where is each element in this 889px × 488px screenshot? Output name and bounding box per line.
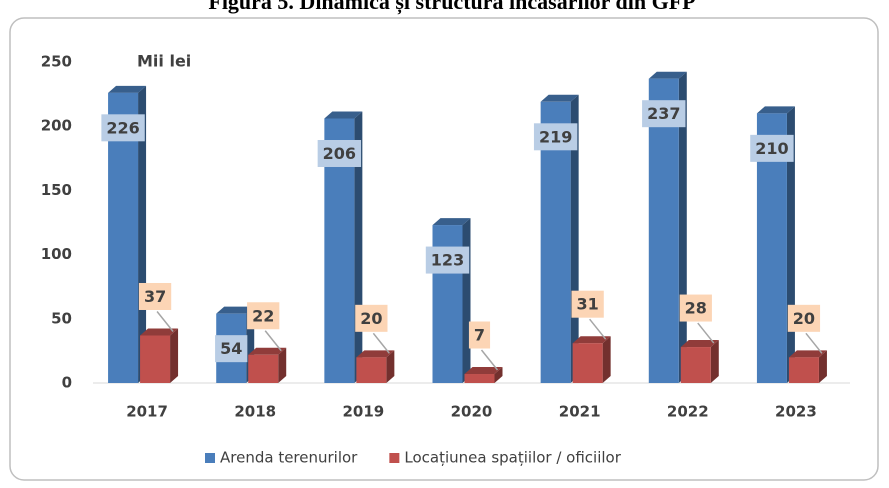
leader-line bbox=[156, 311, 174, 332]
leader-line bbox=[264, 330, 282, 352]
x-tick-label: 2017 bbox=[126, 403, 168, 421]
bar-top bbox=[648, 71, 687, 79]
legend-swatch bbox=[205, 453, 215, 463]
data-label-box bbox=[642, 100, 686, 128]
data-label-box bbox=[138, 282, 172, 310]
data-label-box bbox=[425, 246, 470, 274]
bar-side bbox=[386, 350, 395, 383]
leader-line bbox=[805, 332, 823, 354]
data-label-box bbox=[571, 290, 604, 318]
data-label: 54 bbox=[220, 339, 242, 358]
data-label-box bbox=[468, 321, 491, 349]
y-tick-label: 250 bbox=[41, 53, 72, 71]
y-tick-label: 0 bbox=[62, 374, 72, 392]
leader-line bbox=[480, 349, 499, 371]
x-tick-label: 2020 bbox=[451, 403, 493, 421]
y-tick-label: 50 bbox=[51, 309, 72, 327]
x-tick-label: 2018 bbox=[234, 403, 276, 421]
x-tick-label: 2022 bbox=[667, 403, 709, 421]
leader-line bbox=[589, 318, 607, 340]
y-tick-label: 150 bbox=[41, 181, 72, 199]
data-label-box bbox=[750, 134, 794, 162]
data-label: 22 bbox=[252, 306, 274, 325]
data-label-box bbox=[215, 335, 248, 363]
legend-swatch bbox=[389, 453, 400, 463]
bar-side bbox=[170, 328, 179, 383]
bar-top bbox=[432, 218, 471, 226]
bar bbox=[356, 357, 387, 383]
bar-top bbox=[756, 106, 795, 114]
y-unit: Mii lei bbox=[137, 52, 191, 71]
data-label: 237 bbox=[647, 104, 680, 123]
bar-side bbox=[602, 336, 611, 383]
bar-top bbox=[356, 350, 395, 358]
data-label-box bbox=[679, 294, 712, 322]
bar-top bbox=[140, 328, 179, 336]
y-tick-label: 200 bbox=[41, 117, 72, 135]
bar-top bbox=[572, 336, 611, 344]
data-label-box bbox=[317, 139, 362, 167]
bar-top bbox=[788, 350, 827, 358]
data-label: 7 bbox=[474, 326, 485, 345]
bar bbox=[648, 78, 679, 383]
data-label-box bbox=[787, 304, 821, 332]
legend-label: Arenda terenurilor bbox=[220, 449, 358, 467]
bar bbox=[140, 335, 171, 383]
bar bbox=[248, 354, 279, 383]
bar-top bbox=[680, 340, 719, 348]
bar bbox=[788, 357, 819, 383]
bar-top bbox=[248, 347, 287, 355]
bar-top bbox=[540, 94, 579, 102]
data-label: 37 bbox=[144, 287, 166, 306]
legend-label: Locațiunea spațiilor / oficiilor bbox=[404, 449, 621, 467]
chart-title: Figura 5. Dinamica și structura încasări… bbox=[208, 0, 695, 15]
data-label: 28 bbox=[685, 299, 707, 318]
data-label-box bbox=[101, 114, 145, 142]
data-label: 31 bbox=[577, 295, 599, 314]
bar-top bbox=[464, 367, 503, 375]
data-label: 20 bbox=[793, 309, 815, 328]
x-tick-label: 2021 bbox=[559, 403, 601, 421]
bar-side bbox=[710, 340, 719, 383]
data-label: 20 bbox=[360, 309, 382, 328]
data-label-box bbox=[533, 123, 578, 151]
bar-top bbox=[108, 85, 147, 93]
bar bbox=[464, 374, 495, 383]
data-label-box bbox=[247, 302, 280, 330]
data-label: 206 bbox=[323, 144, 356, 163]
data-label-box bbox=[355, 304, 388, 332]
bar bbox=[680, 347, 711, 383]
bar-side bbox=[462, 218, 471, 383]
leader-line bbox=[372, 332, 390, 354]
data-label: 210 bbox=[755, 139, 788, 158]
data-label: 123 bbox=[431, 251, 464, 270]
x-tick-label: 2019 bbox=[342, 403, 384, 421]
bar bbox=[572, 343, 603, 383]
leader-line bbox=[697, 322, 715, 344]
bar-top bbox=[324, 111, 363, 119]
y-tick-label: 100 bbox=[41, 245, 72, 263]
x-tick-label: 2023 bbox=[775, 403, 817, 421]
bar-top bbox=[216, 306, 255, 314]
bar-side bbox=[494, 367, 503, 383]
data-label: 226 bbox=[106, 118, 139, 137]
bar-side bbox=[818, 350, 827, 383]
bar-side bbox=[278, 347, 287, 383]
data-label: 219 bbox=[539, 127, 572, 146]
